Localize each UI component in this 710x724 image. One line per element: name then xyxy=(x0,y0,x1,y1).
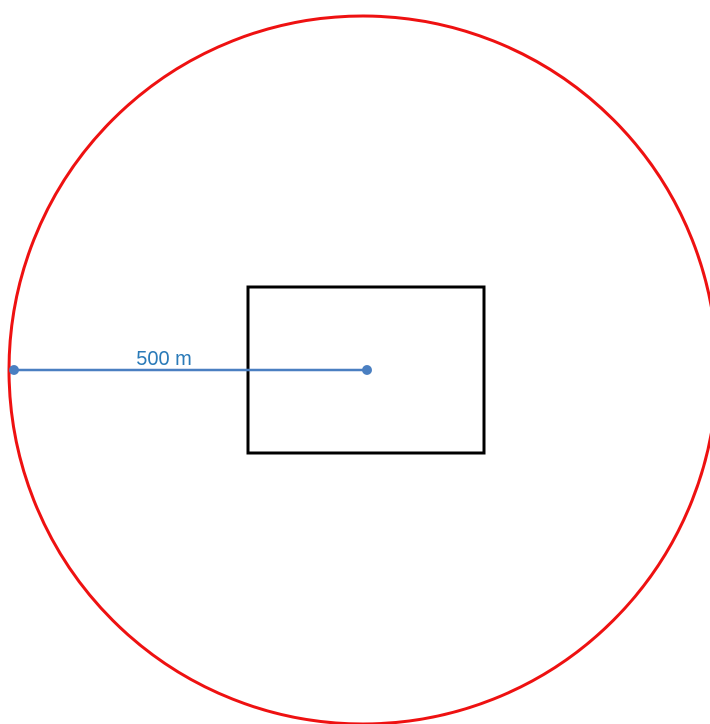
radius-end-point xyxy=(9,365,19,375)
radius-label: 500 m xyxy=(136,348,192,370)
center-point xyxy=(362,365,372,375)
